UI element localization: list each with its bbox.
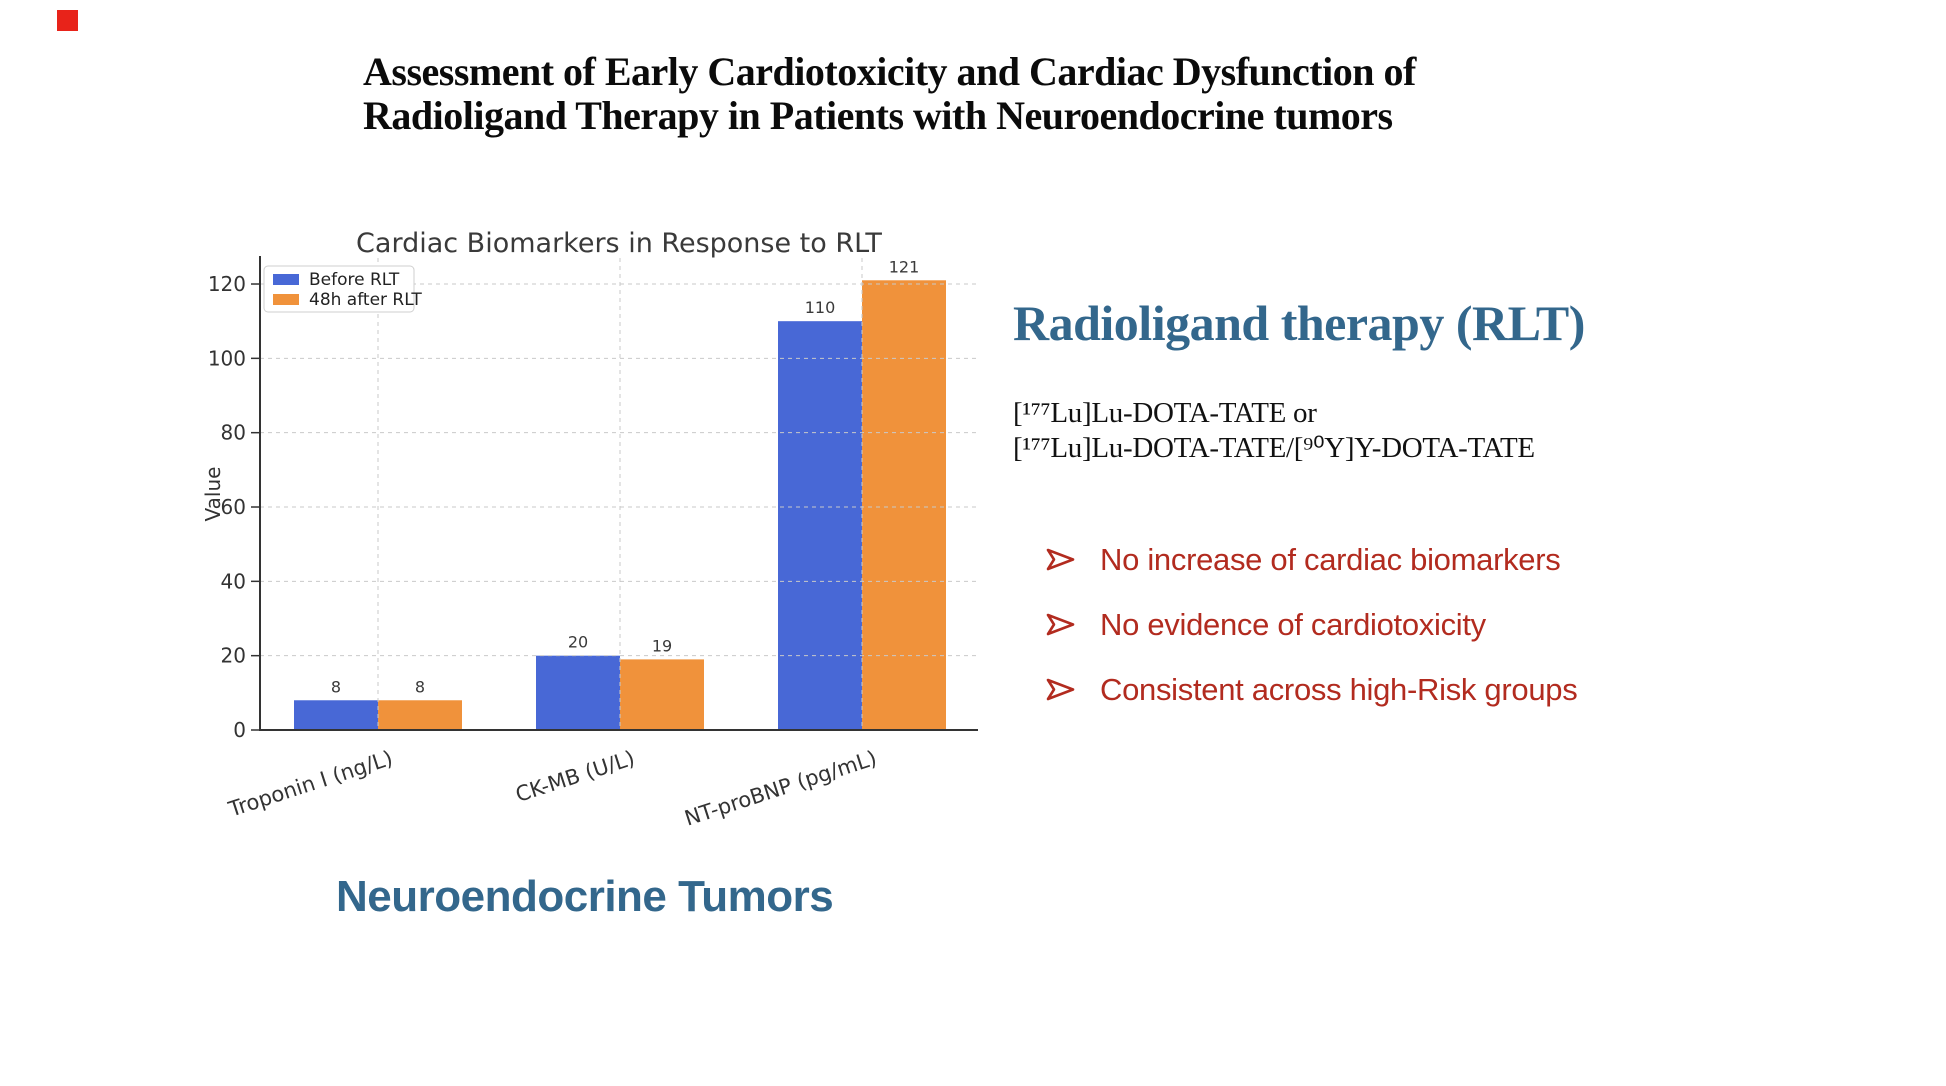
slide-title-line1: Assessment of Early Cardiotoxicity and C… — [363, 49, 1416, 94]
legend-label: Before RLT — [309, 270, 400, 290]
bar — [378, 700, 462, 730]
y-tick-label: 80 — [221, 421, 246, 445]
bar-value-label: 121 — [889, 257, 920, 276]
bar — [862, 280, 946, 730]
legend-box — [263, 265, 415, 313]
list-item-label: No evidence of cardiotoxicity — [1100, 607, 1486, 643]
therapy-line-2: [¹⁷⁷Lu]Lu-DOTA-TATE/[⁹⁰Y]Y-DOTA-TATE — [1013, 432, 1535, 465]
chart-title: Cardiac Biomarkers in Response to RLT — [356, 228, 882, 259]
bar — [778, 321, 862, 730]
arrow-bullet-icon — [1046, 548, 1075, 571]
y-tick-label: 60 — [221, 495, 246, 519]
red-square-decoration — [57, 10, 78, 31]
legend-swatch — [273, 294, 299, 305]
x-tick-label: NT-proBNP (pg/mL) — [682, 746, 880, 831]
bar — [294, 700, 378, 730]
slide-title-line2: Radioligand Therapy in Patients with Neu… — [363, 93, 1393, 138]
therapy-line-1: [¹⁷⁷Lu]Lu-DOTA-TATE or — [1013, 397, 1317, 429]
x-tick-label: CK-MB (U/L) — [513, 746, 638, 807]
bar-value-label: 8 — [331, 677, 341, 696]
legend-label: 48h after RLT — [309, 290, 422, 310]
y-tick-label: 120 — [208, 272, 246, 296]
bar — [620, 659, 704, 730]
therapy-description: [¹⁷⁷Lu]Lu-DOTA-TATE or [¹⁷⁷Lu]Lu-DOTA-TA… — [1013, 396, 1535, 467]
neuroendocrine-tumors-label: Neuroendocrine Tumors — [336, 872, 834, 921]
bar-value-label: 19 — [652, 636, 672, 655]
y-tick-label: 20 — [221, 644, 246, 668]
y-tick-label: 100 — [208, 346, 246, 370]
y-tick-label: 0 — [233, 718, 246, 742]
arrow-bullet-icon — [1046, 613, 1075, 636]
bar-value-label: 20 — [568, 633, 588, 652]
y-axis-label: Value — [201, 467, 225, 522]
bar-value-label: 8 — [415, 677, 425, 696]
list-item: Consistent across high-Risk groups — [1046, 671, 1578, 708]
bar — [536, 655, 620, 730]
slide-title: Assessment of Early Cardiotoxicity and C… — [363, 50, 1543, 138]
bar-value-label: 110 — [805, 298, 836, 317]
list-item: No evidence of cardiotoxicity — [1046, 606, 1577, 643]
rlt-heading: Radioligand therapy (RLT) — [1013, 295, 1585, 351]
arrow-bullet-icon — [1046, 679, 1075, 701]
list-item: No increase of cardiac biomarkers — [1046, 541, 1577, 578]
legend-swatch — [273, 274, 299, 285]
list-item-label: No increase of cardiac biomarkers — [1100, 542, 1561, 577]
x-tick-label: Troponin I (ng/L) — [225, 746, 396, 822]
y-tick-label: 40 — [221, 569, 246, 593]
findings-list: No increase of cardiac biomarkers No evi… — [1046, 541, 1578, 737]
list-item-label: Consistent across high-Risk groups — [1100, 672, 1578, 708]
